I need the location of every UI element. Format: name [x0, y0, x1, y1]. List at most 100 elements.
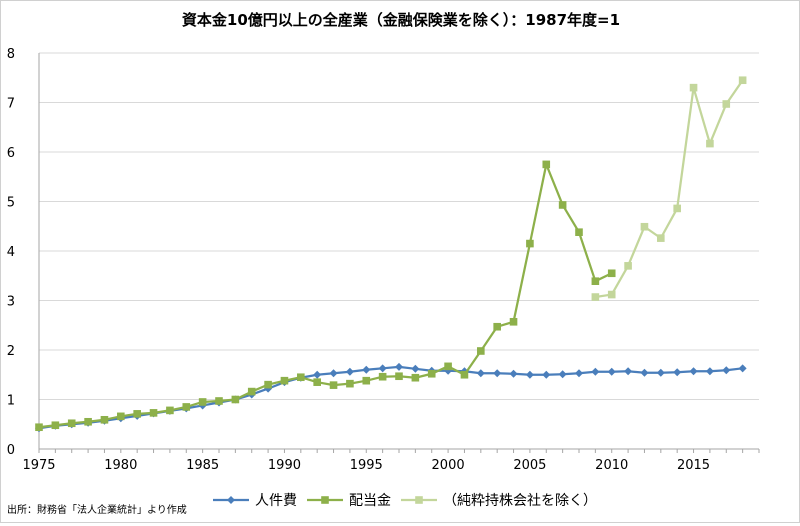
- legend-label: 人件費: [255, 493, 297, 509]
- axes: [38, 53, 760, 453]
- x-axis-ticks: 1975 1980 1985 1990 1995 2000 2005 2010 2015: [22, 458, 710, 473]
- data-point: [722, 100, 731, 108]
- y-tick-label: 6: [7, 146, 15, 161]
- x-tick-label: 1975: [22, 458, 55, 473]
- data-point: [411, 364, 420, 373]
- data-point: [264, 380, 272, 389]
- data-point: [525, 370, 534, 379]
- x-tick-label: 2010: [595, 458, 628, 473]
- data-point: [640, 368, 649, 377]
- data-point: [395, 372, 403, 381]
- legend-item: 配当金: [307, 493, 391, 509]
- y-tick-label: 1: [7, 394, 15, 409]
- data-point: [117, 412, 125, 421]
- y-axis-ticks: 0 1 2 3 4 5 6 7 8: [7, 47, 15, 458]
- legend-item: （純粋持株会社を除く）: [401, 493, 597, 509]
- data-point: [526, 239, 534, 248]
- data-point: [656, 368, 665, 377]
- data-point: [67, 419, 76, 428]
- data-point: [558, 201, 567, 209]
- data-point: [329, 369, 338, 378]
- data-point: [280, 376, 289, 385]
- data-point: [247, 387, 256, 396]
- data-point: [591, 367, 600, 376]
- data-point: [607, 269, 616, 278]
- data-point: [362, 365, 371, 374]
- series-2: [35, 160, 616, 432]
- y-tick-label: 3: [7, 295, 15, 310]
- data-point: [542, 160, 551, 169]
- data-point: [51, 421, 60, 430]
- data-point: [689, 367, 698, 376]
- x-tick-label: 1985: [186, 458, 219, 473]
- data-point: [607, 290, 616, 299]
- data-point: [378, 372, 387, 381]
- data-point: [346, 379, 354, 388]
- data-point: [722, 366, 731, 375]
- data-point: [84, 417, 92, 426]
- data-point: [738, 364, 747, 373]
- data-point: [493, 322, 501, 331]
- data-point: [329, 381, 338, 389]
- legend-label: （純粋持株会社を除く）: [443, 493, 597, 509]
- data-point: [575, 228, 583, 236]
- y-tick-label: 0: [7, 443, 15, 458]
- data-point: [509, 369, 518, 378]
- data-point: [591, 293, 600, 301]
- data-point: [362, 376, 371, 385]
- data-point: [149, 409, 158, 417]
- data-point: [640, 222, 649, 231]
- data-point: [166, 406, 174, 415]
- y-tick-label: 8: [7, 47, 15, 62]
- gridlines: [39, 52, 759, 400]
- y-tick-label: 7: [7, 97, 15, 112]
- data-point: [673, 368, 682, 377]
- data-point: [35, 423, 43, 432]
- y-tick-label: 5: [7, 196, 15, 211]
- data-point: [395, 362, 403, 371]
- legend-marker: [321, 496, 329, 504]
- data-point: [673, 204, 681, 213]
- y-tick-label: 4: [7, 245, 15, 260]
- x-tick-label: 2015: [677, 458, 710, 473]
- data-point: [657, 234, 665, 242]
- x-tick-label: 1990: [268, 458, 301, 473]
- data-point: [738, 76, 747, 85]
- legend-marker: [415, 496, 423, 504]
- x-tick-label: 1995: [350, 458, 383, 473]
- data-point: [231, 395, 240, 404]
- data-point: [575, 369, 583, 378]
- data-point: [477, 347, 485, 355]
- series-1: [35, 362, 747, 433]
- data-point: [427, 369, 436, 378]
- data-point: [493, 369, 502, 378]
- x-tick-label: 2005: [513, 458, 546, 473]
- x-tick-label: 1980: [104, 458, 137, 473]
- data-point: [476, 369, 485, 378]
- data-point: [313, 370, 322, 379]
- data-point: [607, 367, 616, 376]
- source-note: 出所：財務省「法人企業統計」より作成: [7, 503, 187, 516]
- series-group: [35, 76, 747, 433]
- data-point: [689, 83, 698, 92]
- chart-title: 資本金10億円以上の全産業（金融保険業を除く）：1987年度=1: [182, 11, 620, 29]
- data-point: [345, 367, 354, 376]
- data-point: [215, 397, 223, 405]
- legend-item: 人件費: [213, 493, 297, 509]
- data-point: [542, 370, 551, 379]
- legend-marker: [227, 496, 235, 504]
- series-3: [591, 76, 747, 301]
- data-point: [100, 415, 109, 424]
- data-point: [706, 139, 714, 148]
- data-point: [313, 378, 321, 386]
- data-point: [411, 373, 420, 382]
- data-point: [509, 317, 518, 326]
- series-line-3: [595, 79, 744, 299]
- data-point: [624, 367, 633, 376]
- data-point: [297, 373, 305, 382]
- data-point: [558, 370, 567, 379]
- data-point: [705, 367, 714, 376]
- data-point: [133, 410, 141, 418]
